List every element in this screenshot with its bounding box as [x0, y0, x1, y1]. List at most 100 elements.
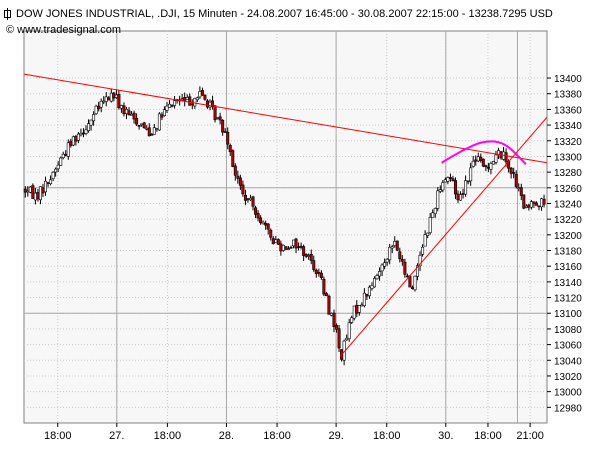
- candle-body: [286, 248, 290, 250]
- candle-body: [38, 186, 42, 201]
- candle-body: [529, 201, 533, 208]
- y-tick-label: 13400: [554, 74, 582, 85]
- candle-body: [124, 109, 128, 114]
- candle-body: [130, 114, 134, 116]
- x-tick-label: 18:00: [44, 430, 72, 442]
- candle-body: [119, 105, 123, 109]
- candle-body: [423, 234, 427, 247]
- candle-body: [79, 132, 83, 136]
- candle-body: [71, 136, 75, 146]
- candle-body: [107, 97, 111, 101]
- candle-body: [271, 238, 275, 244]
- candle-body: [145, 128, 149, 130]
- candle-body: [375, 275, 379, 280]
- candle-body: [309, 253, 313, 261]
- candle-body: [304, 253, 308, 257]
- candle-body: [385, 258, 389, 263]
- candle-body: [405, 275, 409, 278]
- candle-body: [532, 201, 536, 204]
- candle-body: [307, 255, 311, 257]
- candle-body: [266, 223, 270, 230]
- y-tick-label: 13000: [554, 388, 582, 399]
- candle-body: [223, 131, 227, 133]
- y-tick-label: 13300: [554, 152, 582, 163]
- candle-body: [352, 305, 356, 319]
- candle-body: [522, 194, 526, 209]
- candle-body: [476, 156, 480, 162]
- candle-body: [185, 97, 189, 101]
- candle-body: [142, 122, 146, 128]
- candle-body: [512, 172, 516, 174]
- candle-body: [190, 103, 194, 106]
- candle-body: [104, 96, 108, 102]
- candle-body: [367, 286, 371, 297]
- x-tick-label: 30.: [438, 430, 453, 442]
- y-tick-label: 13260: [554, 184, 582, 195]
- y-tick-label: 13320: [554, 137, 582, 148]
- candle-body: [114, 94, 118, 98]
- candle-body: [33, 192, 37, 201]
- candle-body: [36, 192, 40, 200]
- candle-body: [193, 98, 197, 107]
- candle-body: [31, 185, 35, 199]
- candle-body: [514, 174, 518, 187]
- candle-body: [322, 278, 326, 295]
- candle-body: [380, 264, 384, 272]
- candle-body: [109, 92, 113, 102]
- candle-body: [357, 305, 361, 313]
- candle-body: [443, 179, 447, 183]
- y-tick-label: 13200: [554, 231, 582, 242]
- candle-body: [489, 163, 493, 170]
- candle-body: [44, 180, 48, 193]
- candle-body: [84, 129, 88, 134]
- candle-body: [428, 216, 432, 233]
- candle-body: [347, 322, 351, 340]
- candle-body: [231, 150, 235, 167]
- candle-body: [162, 109, 166, 117]
- candle-body: [335, 325, 339, 330]
- candle-body: [188, 96, 192, 106]
- y-tick-label: 13120: [554, 294, 582, 305]
- candle-body: [56, 164, 60, 170]
- candle-body: [264, 223, 268, 226]
- plot-area: [23, 30, 548, 424]
- candle-body: [51, 171, 55, 179]
- candle-body: [233, 165, 237, 176]
- candle-body: [216, 117, 220, 119]
- candle-body: [274, 239, 278, 243]
- candle-body: [261, 221, 265, 225]
- candle-body: [269, 229, 273, 238]
- candle-body: [418, 254, 422, 267]
- y-tick-label: 13240: [554, 199, 582, 210]
- y-tick-label: 13160: [554, 262, 582, 273]
- x-tick-label: 28.: [219, 430, 234, 442]
- candle-body: [378, 271, 382, 277]
- candle-body: [243, 194, 247, 201]
- y-tick-label: 13080: [554, 325, 582, 336]
- y-tick-label: 13280: [554, 168, 582, 179]
- candle-body: [152, 127, 156, 135]
- candle-body: [254, 207, 258, 215]
- candle-body: [383, 262, 387, 267]
- candle-body: [400, 259, 404, 262]
- candle-body: [155, 128, 159, 130]
- candle-body: [205, 100, 209, 108]
- candle-body: [208, 101, 212, 108]
- candle-body: [54, 168, 58, 173]
- candle-body: [395, 240, 399, 251]
- candle-body: [76, 133, 80, 141]
- candle-body: [441, 182, 445, 191]
- candle-body: [165, 105, 169, 111]
- x-tick-label: 27.: [109, 430, 124, 442]
- candle-body: [421, 246, 425, 255]
- candle-body: [299, 245, 303, 248]
- candle-body: [471, 160, 475, 167]
- candle-body: [284, 246, 288, 250]
- candle-body: [403, 261, 407, 275]
- candle-body: [46, 182, 50, 184]
- y-tick-label: 13020: [554, 372, 582, 383]
- candle-body: [64, 154, 68, 156]
- candle-body: [122, 105, 126, 115]
- x-tick-label: 29.: [328, 430, 343, 442]
